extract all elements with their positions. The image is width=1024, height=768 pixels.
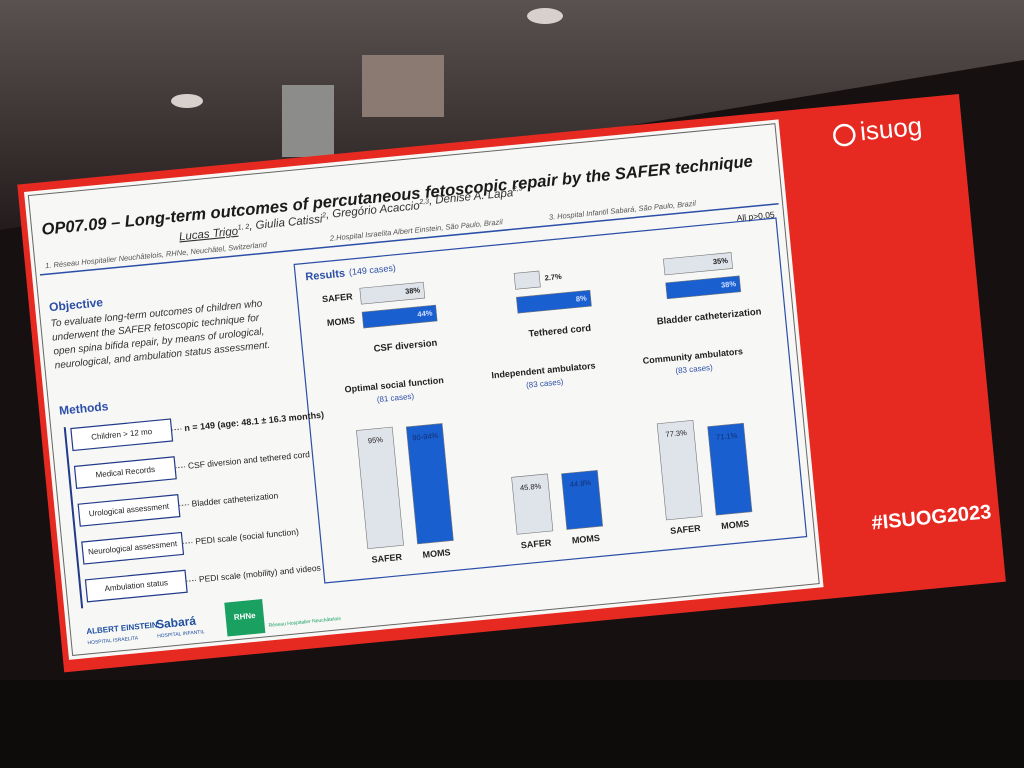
bar — [511, 473, 554, 535]
bar — [361, 304, 438, 329]
methods-heading: Methods — [58, 399, 109, 418]
results-frame — [293, 217, 808, 584]
bar — [656, 419, 703, 521]
slide-frame — [27, 123, 820, 657]
ceiling-light — [171, 94, 203, 108]
logo-name: Sabará — [155, 614, 197, 632]
brand-icon — [833, 123, 856, 147]
logo-name: RHNe — [233, 611, 256, 622]
logo-badge — [224, 599, 266, 637]
slide-area — [24, 119, 824, 660]
group-label: MOMS — [422, 547, 451, 560]
value-label: 2.7% — [544, 272, 562, 283]
bar — [516, 289, 592, 314]
value-label: 38% — [405, 285, 421, 295]
chart-subtitle: (83 cases) — [526, 377, 564, 390]
stage — [0, 680, 1024, 768]
results-heading: Results (149 cases) — [305, 263, 397, 284]
title-rule — [39, 202, 779, 276]
value-label: 77.3% — [665, 428, 687, 439]
value-label: 44.8% — [569, 478, 591, 489]
brand-logo: isuog — [859, 111, 924, 147]
bar — [707, 422, 753, 516]
value-label: 35% — [712, 256, 728, 266]
bar — [356, 426, 404, 550]
group-label: SAFER — [520, 537, 552, 550]
group-label: MOMS — [721, 518, 750, 531]
author-name: Lucas Trigo — [178, 226, 239, 244]
group-label: SAFER — [670, 523, 702, 536]
objective-heading: Objective — [48, 295, 103, 314]
value-label: 71.1% — [716, 431, 738, 442]
chart-subtitle: (81 cases) — [376, 392, 414, 405]
group-label: SAFER — [371, 552, 403, 565]
author-sup: 2,3 — [512, 185, 523, 193]
methods-bracket — [63, 427, 84, 609]
author-sup: 1, 2 — [237, 223, 249, 231]
group-label: MOMS — [571, 533, 600, 546]
bar — [405, 423, 454, 545]
bar — [561, 470, 604, 530]
value-label: 44% — [417, 308, 433, 318]
speaker — [282, 85, 334, 157]
bar — [513, 270, 541, 290]
author-sup: 2,3 — [418, 198, 429, 206]
value-label: 45.8% — [520, 482, 542, 493]
group-label: SAFER — [322, 291, 354, 304]
results-cases: (149 cases) — [348, 263, 396, 277]
ceiling-light — [527, 8, 563, 24]
value-label: 38% — [721, 279, 737, 289]
speaker — [362, 55, 444, 117]
logo-sub: HOSPITAL ISRAELITA — [87, 635, 139, 646]
value-label: 90-94% — [412, 431, 439, 442]
bar — [665, 275, 742, 300]
value-label: 8% — [575, 294, 587, 304]
logo-sub: HOSPITAL INFANTIL — [157, 629, 205, 640]
stats-note: All p>0.05 — [736, 209, 775, 223]
bar — [359, 281, 426, 305]
chart-subtitle: (83 cases) — [675, 363, 713, 376]
results-title: Results — [305, 268, 346, 284]
author-sup: 2 — [321, 212, 327, 219]
group-label: MOMS — [326, 315, 355, 328]
screen: OP07.09 – Long-term outcomes of percutan… — [17, 93, 1006, 673]
bar — [663, 252, 733, 276]
value-label: 95% — [368, 435, 384, 445]
